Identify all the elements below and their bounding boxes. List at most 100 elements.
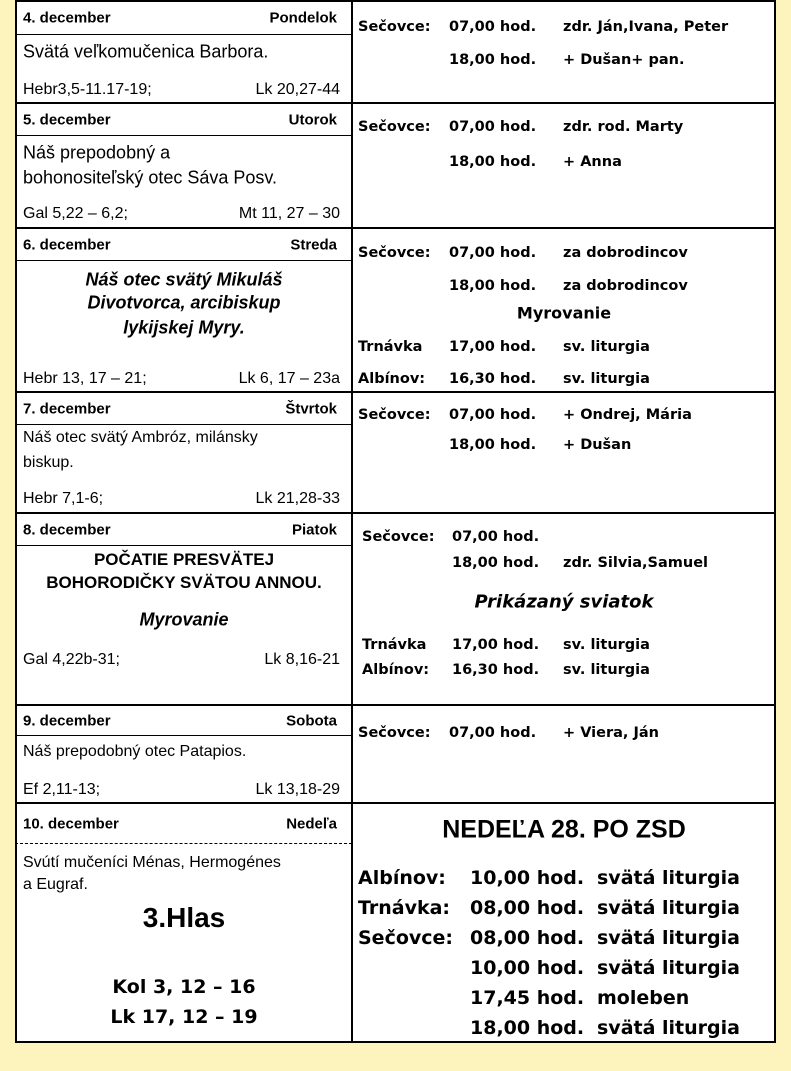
reading: Mt 11, 27 – 30 [238,205,340,222]
service-intention: sv. liturgia [563,371,650,387]
weekday: Sobota [286,712,337,730]
row-border [15,704,776,706]
service-note: Prikázaný sviatok [474,591,654,613]
weekday: Štvrtok [285,400,337,418]
feast: Náš prepodobný otec Patapios. [23,743,247,760]
service-place: Sečovce: [358,725,431,741]
weekday: Piatok [291,521,337,539]
weekday: Streda [290,236,337,254]
feast-note: Myrovanie [139,609,229,630]
service-place: Albínov: [362,662,430,678]
service-time: 10,00 hod. [470,867,585,889]
service-intention: + Ondrej, Mária [563,407,692,423]
feast: Divotvorca, arcibiskup [87,292,281,313]
sunday-heading: NEDEĽA 28. PO ZSD [442,815,686,844]
header-rule [15,735,352,736]
service-place: Sečovce: [362,529,435,545]
weekday: Nedeľa [286,815,337,833]
reading: Hebr 13, 17 – 21; [23,370,147,387]
service-time: 16,30 hod. [452,662,540,678]
feast: BOHORODIČKY SVÄTOU ANNOU. [46,573,322,592]
header-rule [15,843,352,844]
service-intention: moleben [597,987,690,1009]
reading: Lk 6, 17 – 23a [238,370,340,387]
service-time: 18,00 hod. [449,154,537,170]
feast: Náš otec svätý Ambróz, milánsky [23,429,258,446]
date: 8. december [23,521,111,539]
row-border [15,391,776,393]
service-intention: svätá liturgia [597,897,740,919]
service-place: Sečovce: [358,19,431,35]
service-time: 18,00 hod. [449,278,537,294]
service-time: 08,00 hod. [470,927,585,949]
service-intention: sv. liturgia [563,662,650,678]
reading: Gal 5,22 – 6,2; [23,205,128,222]
reading: Lk 21,28-33 [255,490,340,507]
service-time: 17,00 hod. [449,339,537,355]
service-place: Albínov: [358,371,426,387]
weekday: Utorok [288,111,337,129]
service-intention: svätá liturgia [597,957,740,979]
tone: 3.Hlas [142,902,226,933]
service-intention: zdr. Silvia,Samuel [563,555,709,571]
feast: Náš prepodobný a [23,142,171,163]
service-intention: sv. liturgia [563,339,650,355]
service-intention: za dobrodincov [563,245,688,261]
service-time: 18,00 hod. [449,437,537,453]
service-time: 18,00 hod. [470,1017,585,1039]
service-place: Trnávka: [358,897,451,919]
service-time: 16,30 hod. [449,371,537,387]
service-time: 07,00 hod. [449,19,537,35]
reading: Gal 4,22b-31; [23,651,120,668]
service-time: 07,00 hod. [452,529,540,545]
border [15,0,17,1043]
service-place: Trnávka [358,339,423,355]
schedule-table: 4. december Pondelok Svätá veľkomučenica B… [15,0,776,1043]
reading: Ef 2,11-13; [23,781,101,798]
service-time: 18,00 hod. [452,555,540,571]
service-note: Myrovanie [516,303,612,323]
service-intention: + Anna [563,154,622,170]
service-time: 17,00 hod. [452,637,540,653]
service-intention: za dobrodincov [563,278,688,294]
service-time: 07,00 hod. [449,407,537,423]
reading: Lk 13,18-29 [255,781,340,798]
service-intention: zdr. Ján,Ivana, Peter [563,19,729,35]
header-rule [15,34,352,35]
service-intention: zdr. rod. Marty [563,119,684,135]
feast: Svätá veľkomučenica Barbora. [23,41,269,62]
header-rule [15,424,352,425]
service-time: 17,45 hod. [470,987,585,1009]
date: 9. december [23,712,111,730]
row-border [15,227,776,229]
feast: a Eugraf. [23,876,88,893]
service-place: Trnávka [362,637,427,653]
service-time: 10,00 hod. [470,957,585,979]
service-time: 18,00 hod. [449,52,537,68]
service-intention: svätá liturgia [597,1017,740,1039]
border [351,0,353,1043]
service-time: 07,00 hod. [449,245,537,261]
service-intention: + Dušan+ pan. [563,52,685,68]
row-border [15,512,776,514]
feast: Náš otec svätý Mikuláš [85,269,283,290]
service-time: 08,00 hod. [470,897,585,919]
service-time: 07,00 hod. [449,725,537,741]
border [15,1041,776,1043]
service-place: Sečovce: [358,407,431,423]
service-time: 07,00 hod. [449,119,537,135]
service-intention: + Dušan [563,437,632,453]
feast: bohonositeľský otec Sáva Posv. [23,167,278,188]
border [15,0,776,2]
feast: biskup. [23,454,74,471]
service-place: Sečovce: [358,927,454,949]
header-rule [15,260,352,261]
feast: POČATIE PRESVÄTEJ [93,550,275,569]
date: 4. december [23,9,111,27]
service-place: Albínov: [358,867,446,889]
row-border [15,102,776,104]
reading: Lk 8,16-21 [264,651,340,668]
weekday: Pondelok [269,9,337,27]
service-intention: svätá liturgia [597,867,740,889]
